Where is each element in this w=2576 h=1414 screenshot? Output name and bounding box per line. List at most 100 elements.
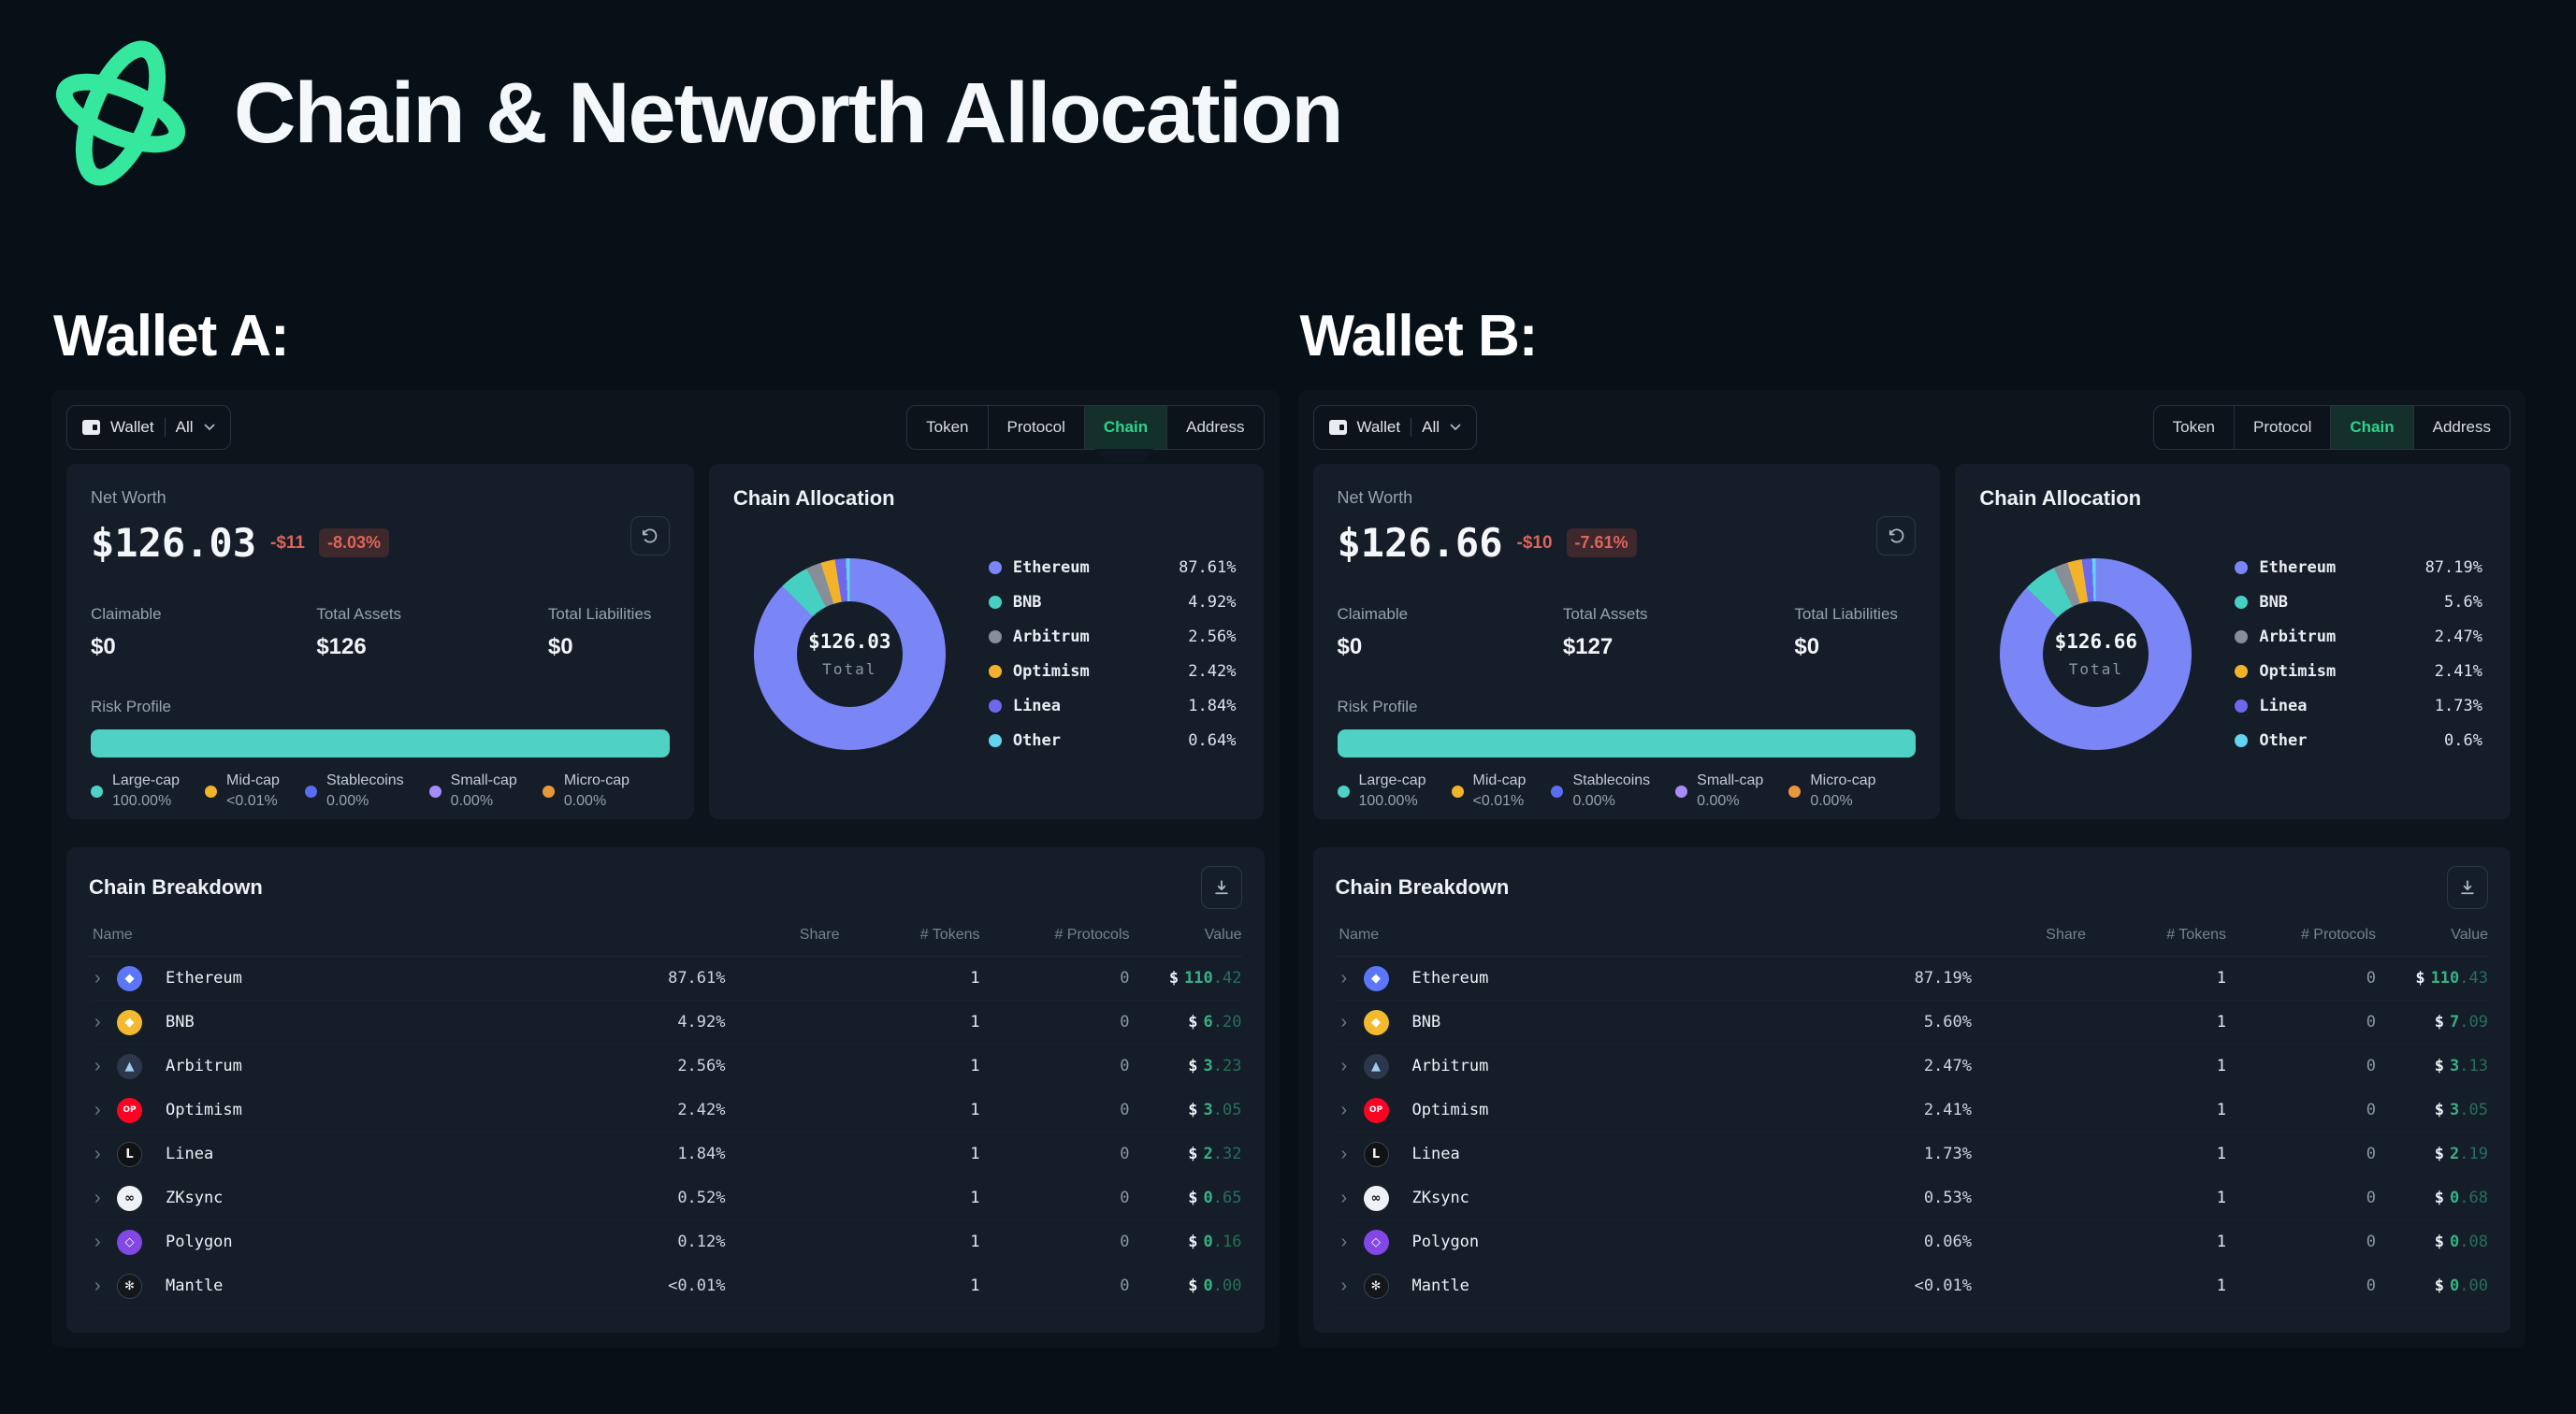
- expand-chevron-icon[interactable]: ›: [94, 1099, 101, 1120]
- chain-share-percent: 87.61%: [668, 969, 726, 988]
- expand-chevron-icon[interactable]: ›: [94, 1231, 101, 1252]
- net-worth-change-percent-badge: -7.61%: [1566, 528, 1637, 557]
- tab-protocol[interactable]: Protocol: [2234, 406, 2330, 449]
- expand-chevron-icon[interactable]: ›: [1340, 1143, 1348, 1164]
- chain-row[interactable]: › OP Optimism 2.42% 1 0 $3.05: [89, 1089, 1242, 1133]
- tab-address[interactable]: Address: [2412, 406, 2510, 449]
- expand-chevron-icon[interactable]: ›: [94, 1187, 101, 1208]
- chain-row[interactable]: › ✻ Mantle <0.01% 1 0 $0.00: [1335, 1264, 2488, 1308]
- chain-name: Arbitrum: [166, 1057, 242, 1075]
- risk-percent: 0.00%: [1697, 793, 1740, 809]
- risk-dot-icon: [91, 785, 103, 798]
- chain-row[interactable]: › ◆ BNB 5.60% 1 0 $7.09: [1335, 1001, 2488, 1045]
- wallet-panel: Wallet All Token Protocol Chain Address Net…: [51, 390, 1280, 1348]
- chain-row[interactable]: › ∞ ZKsync 0.53% 1 0 $0.68: [1335, 1176, 2488, 1220]
- networth-stat: Claimable $0: [91, 605, 316, 660]
- protocol-count: 0: [1120, 1189, 1130, 1207]
- legend-chain-name: Linea: [2259, 696, 2308, 715]
- protocol-count: 0: [2366, 1189, 2376, 1207]
- chain-value: $3.23: [1188, 1057, 1242, 1075]
- networth-stat: Claimable $0: [1338, 605, 1563, 660]
- chain-row[interactable]: › ∞ ZKsync 0.52% 1 0 $0.65: [89, 1176, 1242, 1220]
- risk-label: Stablecoins: [1572, 772, 1651, 788]
- tab-token[interactable]: Token: [2172, 418, 2216, 436]
- table-body: › ◆ Ethereum 87.19% 1 0 $110.43 › ◆ BNB …: [1335, 957, 2488, 1308]
- net-worth-value: $126.03: [91, 520, 257, 566]
- risk-dot-icon: [1551, 785, 1564, 798]
- tab-token[interactable]: Token: [926, 418, 969, 436]
- expand-chevron-icon[interactable]: ›: [1340, 1011, 1348, 1032]
- chain-row[interactable]: › ◆ Ethereum 87.61% 1 0 $110.42: [89, 957, 1242, 1001]
- wallet-filter-pill[interactable]: Wallet All: [1312, 405, 1478, 450]
- expand-chevron-icon[interactable]: ›: [1340, 1275, 1348, 1296]
- allocation-legend-row: Ethereum 87.61%: [988, 550, 1236, 584]
- wallet-section-a: Wallet A: Wallet All Token Protocol Chain A…: [51, 303, 1280, 1348]
- protocol-count: 0: [1120, 1057, 1130, 1075]
- legend-chain-name: Optimism: [2259, 661, 2337, 681]
- table-header: Name Share # Tokens # Protocols Value: [1335, 915, 2488, 957]
- chain-share-percent: <0.01%: [1914, 1277, 1972, 1295]
- legend-chain-percent: 4.92%: [1188, 592, 1237, 612]
- expand-chevron-icon[interactable]: ›: [94, 967, 101, 988]
- risk-percent: 0.00%: [326, 793, 369, 809]
- wallet-columns: Wallet A: Wallet All Token Protocol Chain A…: [51, 303, 2525, 1348]
- allocation-legend-row: Arbitrum 2.56%: [988, 619, 1236, 654]
- networth-stat: Total Liabilities $0: [548, 605, 670, 660]
- protocol-count: 0: [2366, 1101, 2376, 1119]
- tab-protocol[interactable]: Protocol: [987, 406, 1084, 449]
- chain-row[interactable]: › OP Optimism 2.41% 1 0 $3.05: [1335, 1089, 2488, 1133]
- wallet-filter-pill[interactable]: Wallet All: [66, 405, 231, 450]
- expand-chevron-icon[interactable]: ›: [1340, 967, 1348, 988]
- tab-chain[interactable]: Chain: [1083, 406, 1167, 449]
- expand-chevron-icon[interactable]: ›: [1340, 1099, 1348, 1120]
- chain-allocation-title: Chain Allocation: [1979, 486, 2142, 510]
- wallet-filter-label: Wallet: [110, 418, 154, 436]
- column-share: Share: [2046, 927, 2086, 943]
- chain-share-percent: 2.56%: [677, 1057, 726, 1075]
- risk-legend-item: Large-cap 100.00%: [1337, 772, 1426, 810]
- chain-row[interactable]: › ◆ BNB 4.92% 1 0 $6.20: [89, 1001, 1242, 1045]
- legend-chain-name: Optimism: [1012, 661, 1090, 681]
- refresh-button[interactable]: [1876, 516, 1917, 556]
- expand-chevron-icon[interactable]: ›: [1340, 1055, 1348, 1076]
- tab-address[interactable]: Address: [1166, 406, 1263, 449]
- refresh-button[interactable]: [630, 516, 670, 556]
- column-protocols: # Protocols: [2300, 927, 2376, 943]
- expand-chevron-icon[interactable]: ›: [1340, 1231, 1348, 1252]
- chain-row[interactable]: › ◇ Polygon 0.06% 1 0 $0.08: [1335, 1220, 2488, 1264]
- protocol-count: 0: [1120, 1277, 1130, 1295]
- expand-chevron-icon[interactable]: ›: [94, 1011, 101, 1032]
- stat-label: Total Liabilities: [547, 605, 652, 623]
- token-count: 1: [2216, 1057, 2226, 1075]
- chain-row[interactable]: › ▲ Arbitrum 2.47% 1 0 $3.13: [1335, 1045, 2488, 1089]
- chain-share-percent: 2.47%: [1923, 1057, 1972, 1075]
- stat-label: Total Assets: [1562, 605, 1648, 623]
- allocation-legend-row: BNB 4.92%: [988, 584, 1237, 619]
- expand-chevron-icon[interactable]: ›: [94, 1275, 101, 1296]
- stat-label: Claimable: [1337, 605, 1409, 623]
- chain-name: ZKsync: [1411, 1189, 1469, 1207]
- chain-share-percent: 1.73%: [1923, 1145, 1972, 1163]
- chain-row[interactable]: › ◆ Ethereum 87.19% 1 0 $110.43: [1335, 957, 2488, 1001]
- chain-name: Ethereum: [166, 969, 242, 988]
- expand-chevron-icon[interactable]: ›: [94, 1055, 101, 1076]
- tab-chain[interactable]: Chain: [2330, 406, 2413, 449]
- allocation-legend-row: Arbitrum 2.47%: [2235, 619, 2482, 654]
- column-protocols: # Protocols: [1054, 927, 1130, 943]
- chain-row[interactable]: › ◇ Polygon 0.12% 1 0 $0.16: [89, 1220, 1242, 1264]
- protocol-count: 0: [1120, 1233, 1130, 1251]
- column-tokens: # Tokens: [919, 927, 980, 943]
- chain-row[interactable]: › L Linea 1.84% 1 0 $2.32: [89, 1133, 1242, 1176]
- chain-value: $6.20: [1188, 1013, 1242, 1032]
- download-button[interactable]: [1200, 866, 1242, 909]
- chain-row[interactable]: › L Linea 1.73% 1 0 $2.19: [1335, 1133, 2488, 1176]
- chain-share-percent: 2.42%: [677, 1101, 726, 1119]
- chain-row[interactable]: › ✻ Mantle <0.01% 1 0 $0.00: [89, 1264, 1242, 1308]
- optimism-icon: OP: [1363, 1097, 1389, 1123]
- allocation-legend-row: Other 0.6%: [2235, 723, 2482, 758]
- chain-row[interactable]: › ▲ Arbitrum 2.56% 1 0 $3.23: [89, 1045, 1242, 1089]
- expand-chevron-icon[interactable]: ›: [1340, 1187, 1348, 1208]
- download-button[interactable]: [2447, 866, 2488, 909]
- expand-chevron-icon[interactable]: ›: [94, 1143, 101, 1164]
